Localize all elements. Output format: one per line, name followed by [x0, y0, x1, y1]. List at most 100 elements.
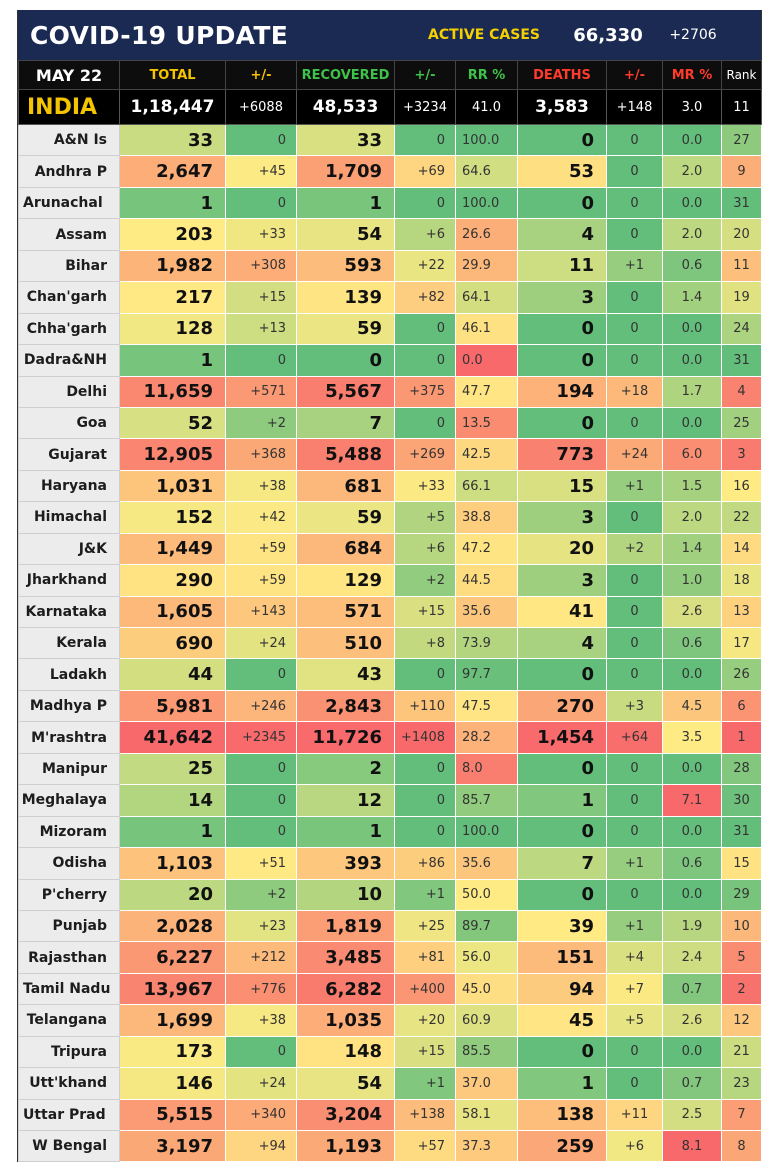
recovered-change-cell: +375 [394, 375, 456, 408]
state-name: Assam [18, 218, 120, 251]
mr-cell: 0.0 [662, 312, 722, 346]
total-cell: 44 [119, 658, 226, 691]
india-total: 1,18,447 [119, 89, 226, 125]
mr-cell: 2.6 [662, 595, 722, 629]
recovered-change-cell: 0 [394, 312, 456, 346]
table-row: Tripura 173 0 148 +15 85.5 0 0 0.0 21 [18, 1035, 762, 1069]
rr-cell: 42.5 [455, 438, 518, 471]
rank-cell: 31 [721, 815, 762, 849]
rr-cell: 89.7 [455, 909, 518, 943]
recovered-change-cell: +6 [394, 218, 456, 251]
deaths-cell: 0 [517, 123, 607, 157]
deaths-change-cell: 0 [606, 658, 663, 691]
mr-cell: 0.0 [662, 186, 722, 220]
recovered-cell: 10 [296, 878, 395, 911]
deaths-change-cell: 0 [606, 344, 663, 377]
total-cell: 5,515 [119, 1098, 226, 1132]
mr-cell: 0.0 [662, 658, 722, 691]
rr-cell: 100.0 [455, 186, 518, 220]
recovered-change-cell: +8 [394, 626, 456, 660]
mr-cell: 3.5 [662, 721, 722, 754]
state-name: Haryana [18, 469, 120, 503]
mr-cell: 0.6 [662, 847, 722, 880]
total-cell: 2,028 [119, 909, 226, 943]
deaths-change-cell: 0 [606, 155, 663, 188]
deaths-change-cell: 0 [606, 186, 663, 220]
rr-cell: 26.6 [455, 218, 518, 251]
recovered-change-cell: 0 [394, 186, 456, 220]
recovered-cell: 148 [296, 1035, 395, 1069]
deaths-change-cell: 0 [606, 281, 663, 314]
recovered-cell: 2,843 [296, 689, 395, 723]
recovered-cell: 571 [296, 595, 395, 629]
state-name: Mizoram [18, 815, 120, 849]
deaths-cell: 0 [517, 815, 607, 849]
total-cell: 41,642 [119, 721, 226, 754]
total-change-cell: +571 [225, 375, 297, 408]
deaths-cell: 7 [517, 847, 607, 880]
state-name: Punjab [18, 909, 120, 943]
table-row: Mizoram 1 0 1 0 100.0 0 0 0.0 31 [18, 815, 762, 849]
mr-header: MR % [662, 60, 722, 90]
deaths-cell: 41 [517, 595, 607, 629]
mr-cell: 7.1 [662, 784, 722, 817]
recovered-cell: 393 [296, 847, 395, 880]
state-name: Jharkhand [18, 564, 120, 597]
total-change-cell: +2 [225, 878, 297, 911]
state-name: Chan'garh [18, 281, 120, 314]
deaths-change-cell: +11 [606, 1098, 663, 1132]
mr-cell: 2.6 [662, 1004, 722, 1037]
table-row: W Bengal 3,197 +94 1,193 +57 37.3 259 +6 8.1 8 [18, 1129, 762, 1163]
rr-cell: 66.1 [455, 469, 518, 503]
deaths-cell: 151 [517, 941, 607, 974]
recovered-change-cell: +400 [394, 972, 456, 1006]
table-row: Andhra P 2,647 +45 1,709 +69 64.6 53 0 2.0 9 [18, 155, 762, 188]
recovered-cell: 33 [296, 123, 395, 157]
total-change-cell: +59 [225, 564, 297, 597]
state-name: Uttar Prad [18, 1098, 120, 1132]
recovered-cell: 0 [296, 344, 395, 377]
total-change-cell: +94 [225, 1129, 297, 1163]
recovered-cell: 1,709 [296, 155, 395, 188]
state-name: Delhi [18, 375, 120, 408]
rr-cell: 8.0 [455, 752, 518, 786]
india-deaths-change: +148 [606, 89, 663, 125]
table-row: P'cherry 20 +2 10 +1 50.0 0 0 0.0 29 [18, 878, 762, 911]
table-row: J&K 1,449 +59 684 +6 47.2 20 +2 1.4 14 [18, 532, 762, 566]
deaths-cell: 11 [517, 249, 607, 283]
covid-update-panel: COVID-19 UPDATE ACTIVE CASES 66,330 +270… [17, 10, 762, 1163]
rr-cell: 100.0 [455, 123, 518, 157]
rr-cell: 37.3 [455, 1129, 518, 1163]
recovered-change-cell: +138 [394, 1098, 456, 1132]
table-row: Himachal 152 +42 59 +5 38.8 3 0 2.0 22 [18, 501, 762, 534]
rr-cell: 47.7 [455, 375, 518, 408]
total-cell: 1,449 [119, 532, 226, 566]
recovered-change-cell: +15 [394, 1035, 456, 1069]
recovered-change-cell: +5 [394, 501, 456, 534]
deaths-header: DEATHS [517, 60, 607, 90]
deaths-change-cell: 0 [606, 312, 663, 346]
total-cell: 690 [119, 626, 226, 660]
rr-cell: 56.0 [455, 941, 518, 974]
rr-cell: 13.5 [455, 406, 518, 440]
rr-header: RR % [455, 60, 518, 90]
mr-cell: 0.7 [662, 1067, 722, 1100]
rank-cell: 4 [721, 375, 762, 408]
total-change-cell: 0 [225, 344, 297, 377]
recovered-cell: 7 [296, 406, 395, 440]
table-row: A&N Is 33 0 33 0 100.0 0 0 0.0 27 [18, 123, 762, 157]
total-cell: 12,905 [119, 438, 226, 471]
recovered-cell: 54 [296, 1067, 395, 1100]
mr-cell: 2.0 [662, 218, 722, 251]
recovered-change-cell: +1408 [394, 721, 456, 754]
recovered-change-cell: +6 [394, 532, 456, 566]
table-row: Madhya P 5,981 +246 2,843 +110 47.5 270 +3 4.5 6 [18, 689, 762, 723]
state-name: Gujarat [18, 438, 120, 471]
deaths-cell: 4 [517, 626, 607, 660]
rank-cell: 8 [721, 1129, 762, 1163]
total-change-cell: +24 [225, 626, 297, 660]
total-cell: 152 [119, 501, 226, 534]
india-mr: 3.0 [662, 89, 722, 125]
rank-cell: 19 [721, 281, 762, 314]
state-name: Kerala [18, 626, 120, 660]
